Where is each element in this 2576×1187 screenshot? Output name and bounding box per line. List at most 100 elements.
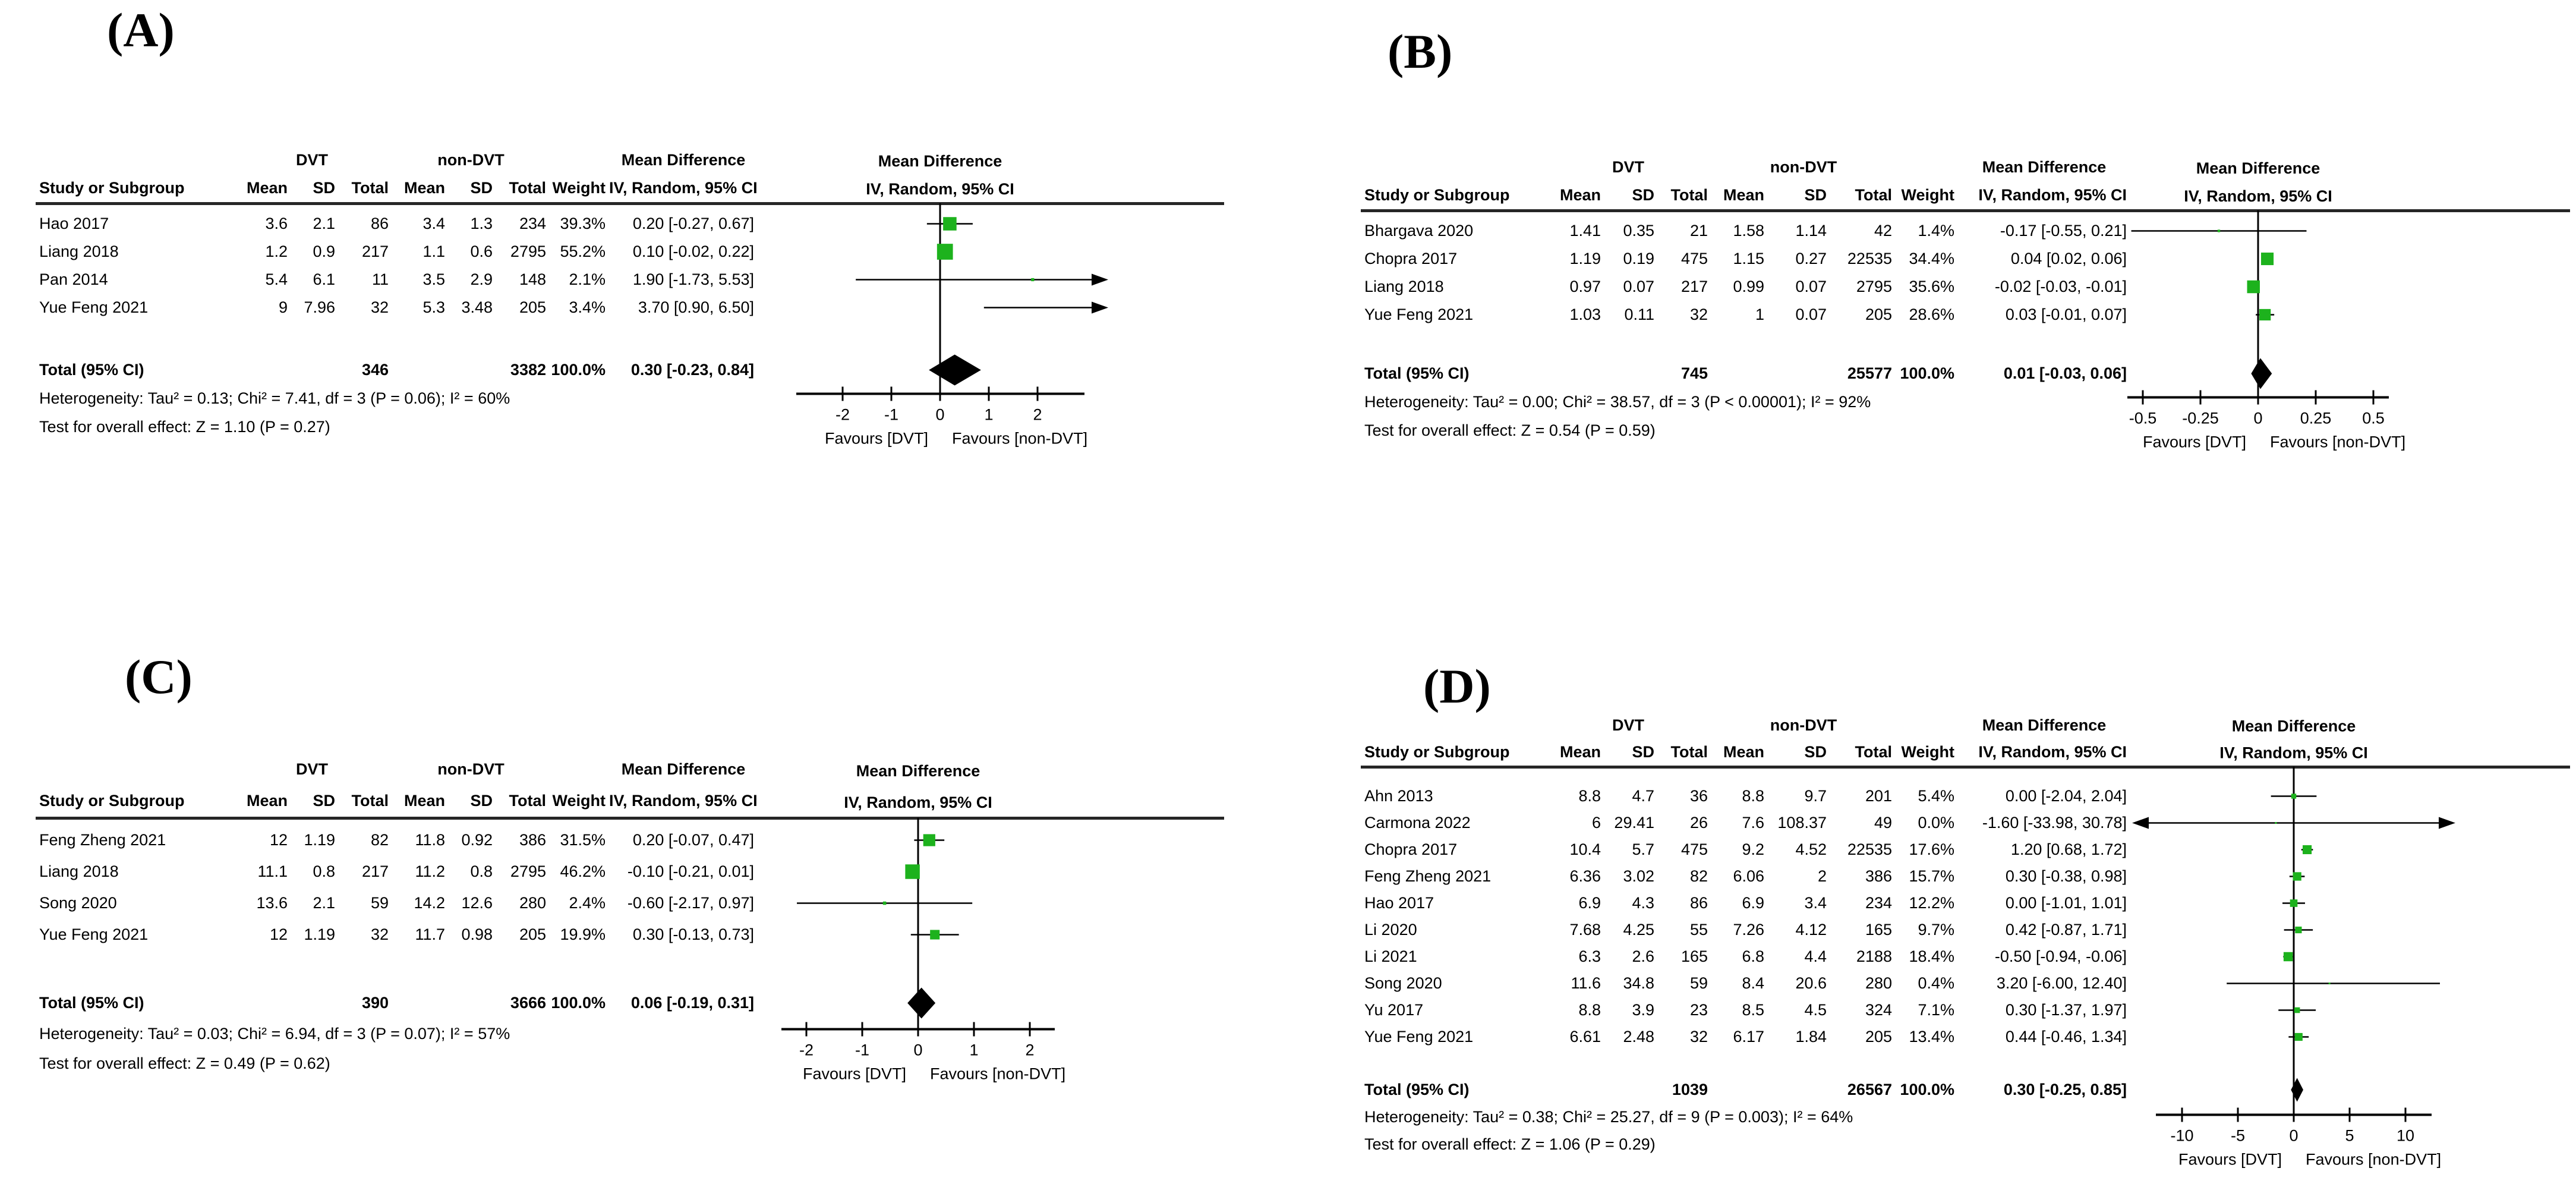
spacer-cell: [1361, 153, 1545, 181]
column-header-dvt-total: Total: [351, 179, 389, 197]
column-header-non-dvt-total: Total: [1855, 743, 1893, 761]
ci-text: -1.60 [-33.98, 30.78]: [1982, 814, 2127, 832]
non-dvt-total: 49: [1874, 814, 1892, 832]
study-name: Yue Feng 2021: [1364, 1028, 1474, 1046]
study-rows: Hao 2017 3.6 2.1 86 3.4 1.3 234 39.3% 0.20 [-0.2…: [36, 210, 1224, 322]
column-header-dvt-mean: Mean: [246, 792, 288, 810]
non-dvt-total: 42: [1874, 222, 1892, 240]
column-header-study-name: Study or Subgroup: [39, 792, 185, 810]
study-name: Liang 2018: [1364, 278, 1444, 295]
non-dvt-mean: 11.2: [415, 862, 445, 880]
non-dvt-sd: 20.6: [1795, 974, 1827, 992]
column-header-non-dvt-total: Total: [1855, 186, 1893, 204]
study-name: Bhargava 2020: [1364, 222, 1474, 240]
group-header-row: DVT non-DVT Mean Difference: [36, 146, 1224, 174]
dvt-total: 59: [1689, 974, 1708, 992]
heterogeneity-line: Heterogeneity: Tau² = 0.00; Chi² = 38.57…: [1364, 393, 1871, 411]
overall-effect-line: Test for overall effect: Z = 1.06 (P = 0…: [1364, 1135, 1656, 1153]
dvt-sd: 1.19: [304, 925, 335, 943]
spacer: [1361, 329, 2570, 360]
effect-header: Mean Difference: [1982, 158, 2107, 176]
study-rows: Bhargava 2020 1.41 0.35 21 1.58 1.14 42 1.4% -0.…: [1361, 217, 2570, 329]
dvt-sd: 1.19: [304, 831, 335, 849]
dvt-total: 217: [361, 862, 389, 880]
total-weight: 100.0%: [1900, 1081, 1954, 1098]
study-row: Song 2020 11.6 34.8 59 8.4 20.6 280 0.4% 3.20 [-…: [1361, 970, 2570, 997]
total-dvt-mean: [232, 987, 291, 1019]
non-dvt-total: 201: [1865, 787, 1892, 805]
effect-header: Mean Difference: [1982, 716, 2107, 734]
weight: 46.2%: [560, 862, 606, 880]
dvt-mean: 1.2: [265, 243, 288, 260]
total-dvt-sd: [1604, 360, 1658, 388]
non-dvt-mean: 1.15: [1733, 250, 1764, 267]
dvt-mean: 12: [269, 831, 288, 849]
ci-text: 0.04 [0.02, 0.06]: [2010, 250, 2127, 267]
dvt-mean: 7.68: [1569, 921, 1601, 939]
non-dvt-total: 205: [1865, 306, 1892, 323]
total-non-dvt-mean: [1711, 360, 1768, 388]
weight: 2.1%: [569, 270, 606, 288]
study-row: Song 2020 13.6 2.1 59 14.2 12.6 280 2.4% -0.60 […: [36, 887, 1224, 919]
study-row: Hao 2017 3.6 2.1 86 3.4 1.3 234 39.3% 0.20 [-0.2…: [36, 210, 1224, 238]
non-dvt-mean: 6.06: [1733, 867, 1764, 885]
column-header-ci-text: IV, Random, 95% CI: [609, 179, 758, 197]
group-header-row: DVT non-DVT Mean Difference: [36, 754, 1224, 785]
study-name: Song 2020: [39, 894, 117, 912]
ci-text: 0.30 [-1.37, 1.97]: [2005, 1001, 2127, 1019]
total-row: Total (95% CI) 745 25577 100.0% 0.01 [-0.03,…: [1361, 360, 2570, 388]
column-header-dvt-sd: SD: [1632, 186, 1654, 204]
non-dvt-sd: 0.07: [1795, 306, 1827, 323]
column-header-ci-text: IV, Random, 95% CI: [1978, 743, 2127, 761]
ci-text: 0.42 [-0.87, 1.71]: [2005, 921, 2127, 939]
spacer: [1361, 1050, 2570, 1076]
study-row: Chopra 2017 1.19 0.19 475 1.15 0.27 22535 34.4%…: [1361, 245, 2570, 273]
total-ci-text: 0.06 [-0.19, 0.31]: [630, 994, 754, 1012]
header-rule: [1361, 766, 2570, 769]
total-non-dvt-total: 25577: [1847, 364, 1892, 382]
dvt-total: 475: [1680, 250, 1708, 267]
dvt-mean: 8.8: [1578, 1001, 1601, 1019]
column-header-non-dvt-total: Total: [509, 792, 547, 810]
dvt-sd: 2.1: [313, 215, 335, 232]
column-header-non-dvt-mean: Mean: [403, 792, 445, 810]
weight: 28.6%: [1909, 306, 1954, 323]
spacer-cell: [1896, 712, 1958, 739]
dvt-sd: 4.25: [1623, 921, 1654, 939]
column-header-dvt-total: Total: [1670, 743, 1708, 761]
column-header-dvt-sd: SD: [313, 792, 335, 810]
ci-text: -0.10 [-0.21, 0.01]: [627, 862, 754, 880]
weight: 35.6%: [1909, 278, 1954, 295]
overall-effect-line: Test for overall effect: Z = 1.10 (P = 0…: [39, 418, 330, 436]
non-dvt-mean: 6.9: [1742, 894, 1764, 912]
total-non-dvt-sd: [449, 987, 496, 1019]
dvt-total: 55: [1689, 921, 1708, 939]
dvt-mean: 6.9: [1578, 894, 1601, 912]
dvt-sd: 4.7: [1632, 787, 1654, 805]
spacer-cell: [1896, 153, 1958, 181]
spacer-cell: [550, 754, 609, 785]
total-non-dvt-total: 26567: [1847, 1081, 1892, 1098]
total-dvt-total: 390: [361, 994, 389, 1012]
column-header-weight: Weight: [552, 792, 606, 810]
dvt-total: 165: [1680, 947, 1708, 965]
study-name: Carmona 2022: [1364, 814, 1471, 832]
non-dvt-total: 205: [1865, 1028, 1892, 1046]
column-header-dvt-total: Total: [351, 792, 389, 810]
study-name: Li 2021: [1364, 947, 1417, 965]
non-dvt-total: 165: [1865, 921, 1892, 939]
weight: 39.3%: [560, 215, 606, 232]
dvt-total: 26: [1689, 814, 1708, 832]
spacer-cell: [36, 754, 232, 785]
ci-text: 1.90 [-1.73, 5.53]: [632, 270, 754, 288]
study-row: Yue Feng 2021 1.03 0.11 32 1 0.07 205 28.6% 0.03…: [1361, 301, 2570, 329]
non-dvt-mean: 5.3: [422, 298, 445, 316]
study-name: Li 2020: [1364, 921, 1417, 939]
spacer: [36, 950, 1224, 987]
non-dvt-total: 280: [1865, 974, 1892, 992]
dvt-total: 32: [1689, 306, 1708, 323]
non-dvt-sd: 0.6: [470, 243, 493, 260]
dvt-mean: 0.97: [1569, 278, 1601, 295]
non-dvt-sd: 108.37: [1777, 814, 1827, 832]
